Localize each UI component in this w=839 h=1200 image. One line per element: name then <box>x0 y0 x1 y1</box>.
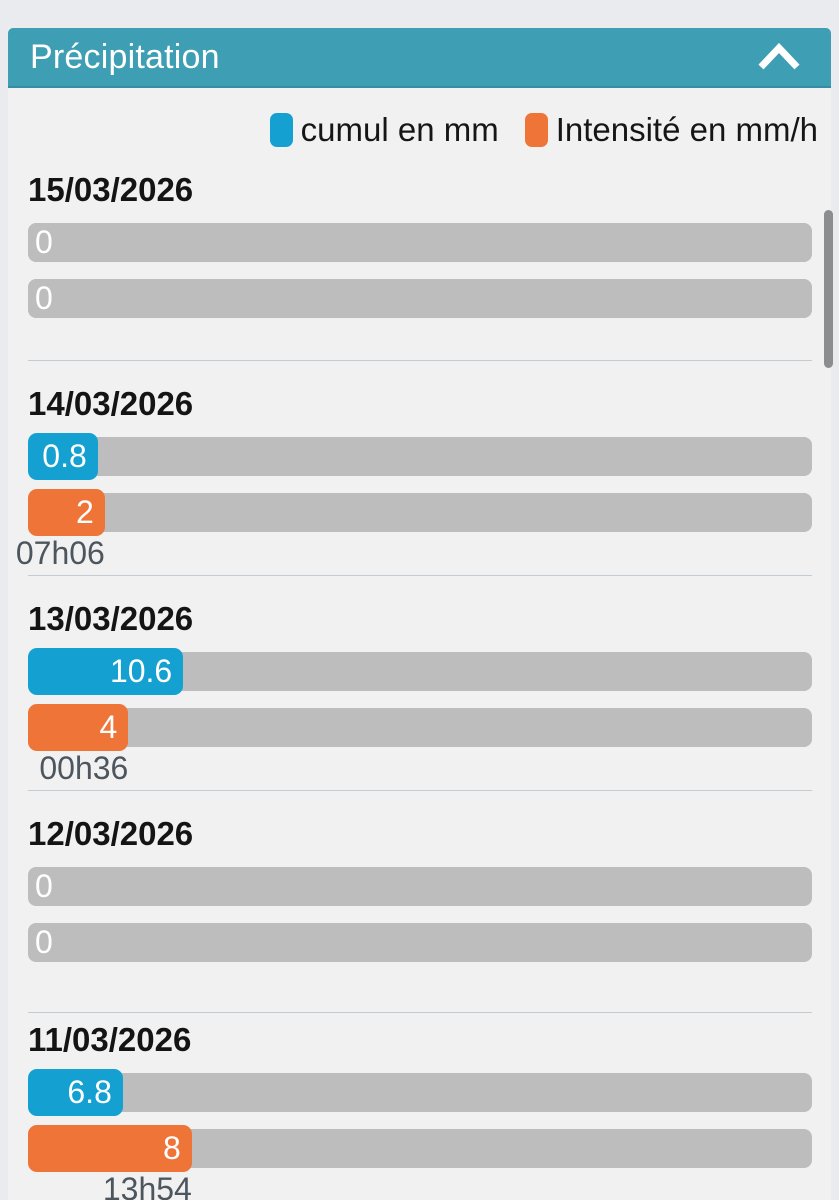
cumul-bar-fill: 0 <box>35 868 53 904</box>
cumul-legend-label: cumul en mm <box>300 110 499 148</box>
cumul-bar-track: 0 <box>28 867 812 906</box>
date-heading: 13/03/2026 <box>28 600 194 637</box>
cumul-bar: 0 <box>28 867 812 906</box>
scrollbar-thumb[interactable] <box>824 210 833 368</box>
chevron-up-icon[interactable] <box>756 42 802 72</box>
intensite-bar-fill: 4 <box>28 704 129 751</box>
section-divider <box>28 1012 812 1013</box>
cumul-bar-track: 0.8 <box>28 433 812 480</box>
date-heading: 12/03/2026 <box>28 815 194 852</box>
cumul-bar-fill: 0.8 <box>28 433 98 480</box>
intensite-bar-fill: 0 <box>35 280 53 316</box>
intensite-bar-fill: 2 <box>28 489 105 536</box>
day-section: 11/03/2026 6.8 8 13h54 <box>8 1021 831 1200</box>
date-heading: 14/03/2026 <box>28 385 194 422</box>
intensite-bar-track: 4 <box>28 704 812 751</box>
section-divider <box>28 360 812 361</box>
peak-time-row: 13h54 <box>28 1171 812 1200</box>
day-section: 12/03/2026 0 0 <box>8 815 831 1013</box>
cumul-bar-fill: 6.8 <box>28 1069 123 1116</box>
peak-time-row: 00h36 <box>28 750 812 786</box>
cumul-bar: 10.6 <box>28 648 812 695</box>
peak-time-label: 00h36 <box>39 750 129 786</box>
intensite-bar: 0 <box>28 923 812 962</box>
intensite-bar-track: 8 <box>28 1125 812 1172</box>
cumul-bar: 0.8 <box>28 433 812 480</box>
day-section: 15/03/2026 0 0 <box>8 171 831 361</box>
intensite-bar-track: 2 <box>28 489 812 536</box>
intensite-bar-track: 0 <box>28 279 812 318</box>
cumul-bar-track: 6.8 <box>28 1069 812 1116</box>
cumul-swatch-icon <box>269 112 293 147</box>
peak-time-label: 07h06 <box>15 535 105 571</box>
precipitation-panel: Précipitation cumul en mm Intensité en m… <box>8 28 831 1200</box>
legend-item-cumul: cumul en mm <box>269 110 499 149</box>
legend-item-intensite: Intensité en mm/h <box>524 110 818 149</box>
intensite-bar: 0 <box>28 279 812 318</box>
cumul-bar-fill: 0 <box>35 224 53 260</box>
peak-time-row: 07h06 <box>16 535 812 571</box>
intensite-bar: 2 <box>28 489 812 536</box>
cumul-bar-track: 0 <box>28 223 812 262</box>
panel-title: Précipitation <box>30 37 220 76</box>
section-divider <box>28 790 812 791</box>
intensite-bar-fill: 8 <box>28 1125 192 1172</box>
intensite-bar: 4 <box>28 704 812 751</box>
cumul-bar-track: 10.6 <box>28 648 812 695</box>
cumul-bar: 0 <box>28 223 812 262</box>
peak-time-label: 13h54 <box>102 1171 192 1200</box>
days-list: 15/03/2026 0 0 14/03/2026 0.8 2 <box>8 171 831 1200</box>
cumul-bar-fill: 10.6 <box>28 648 184 695</box>
date-heading: 15/03/2026 <box>28 171 194 208</box>
cumul-bar: 6.8 <box>28 1069 812 1116</box>
legend: cumul en mm Intensité en mm/h <box>8 110 831 149</box>
intensite-swatch-icon <box>524 112 548 147</box>
panel-header[interactable]: Précipitation <box>8 28 831 88</box>
intensite-bar-track: 0 <box>28 923 812 962</box>
section-divider <box>28 575 812 576</box>
intensite-legend-label: Intensité en mm/h <box>555 110 818 148</box>
day-section: 14/03/2026 0.8 2 07h06 <box>8 385 831 576</box>
day-section: 13/03/2026 10.6 4 00h36 <box>8 600 831 791</box>
intensite-bar: 8 <box>28 1125 812 1172</box>
intensite-bar-fill: 0 <box>35 924 53 960</box>
date-heading: 11/03/2026 <box>28 1021 192 1058</box>
